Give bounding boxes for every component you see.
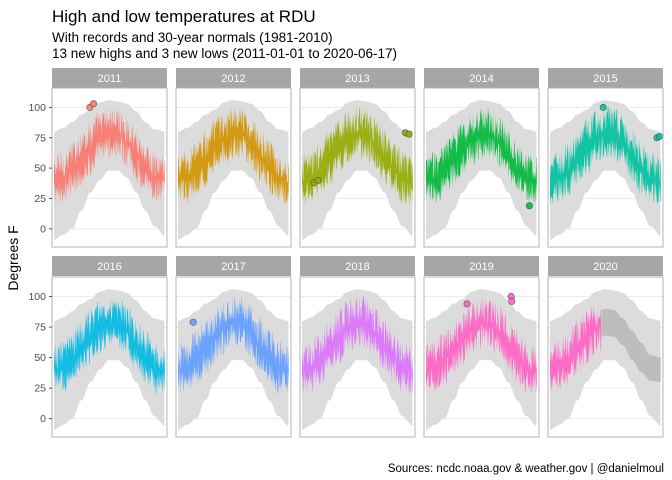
daily-temperature-ribbon — [178, 106, 289, 206]
record-point — [189, 318, 197, 326]
record-point — [90, 100, 98, 108]
y-tick-label: 25 — [34, 193, 46, 205]
facet-panel-2015: 2015 — [547, 68, 664, 248]
daily-temperature-ribbon — [550, 303, 602, 394]
y-tick-label: 75 — [34, 132, 46, 144]
facet-grid: 2011 0 25 50 75 100 2012 2013 2014 2015 2016 0 25 50 7… — [28, 68, 664, 438]
record-band — [54, 100, 165, 240]
facet-strip-2013 — [300, 68, 415, 88]
panel-border — [547, 276, 664, 438]
facet-strip-label-2020: 2020 — [593, 261, 617, 273]
facet-panel-2020: 2020 — [547, 256, 664, 438]
facet-strip-2011 — [52, 68, 167, 88]
facet-strip-label-2011: 2011 — [98, 73, 122, 85]
facet-strip-label-2013: 2013 — [345, 73, 369, 85]
record-point — [599, 103, 607, 111]
daily-temperature-ribbon — [426, 106, 537, 206]
panel-border — [175, 87, 292, 248]
panel-border — [51, 276, 168, 438]
record-band — [178, 289, 289, 430]
facet-strip-2019 — [424, 256, 539, 276]
daily-temperature-ribbon — [302, 106, 413, 206]
record-band — [54, 289, 165, 430]
panel-border — [175, 276, 292, 438]
facet-panel-2016: 2016 0 25 50 75 100 — [28, 256, 168, 438]
daily-temperature-ribbon — [550, 106, 661, 206]
record-point — [463, 300, 471, 308]
facet-strip-label-2017: 2017 — [221, 261, 245, 273]
daily-temperature-ribbon — [302, 295, 413, 395]
daily-temperature-ribbon — [54, 297, 165, 394]
panel-border — [423, 87, 540, 248]
facet-strip-2016 — [52, 256, 167, 276]
facet-strip-2014 — [424, 68, 539, 88]
daily-temperature-ribbon — [426, 295, 537, 395]
panel-border — [299, 87, 416, 248]
y-tick-label: 0 — [40, 223, 46, 235]
panel-border — [547, 87, 664, 248]
facet-panel-2013: 2013 — [299, 68, 416, 248]
y-tick-label: 100 — [28, 291, 46, 303]
y-tick-label: 50 — [34, 163, 46, 175]
record-band — [426, 289, 537, 430]
y-tick-label: 50 — [34, 352, 46, 364]
facet-panel-2018: 2018 — [299, 256, 416, 438]
record-band — [302, 289, 413, 430]
record-point — [508, 297, 516, 305]
record-point — [655, 133, 663, 141]
facet-strip-label-2015: 2015 — [593, 73, 617, 85]
record-band — [550, 100, 661, 240]
daily-temperature-ribbon — [178, 294, 289, 394]
y-tick-label: 0 — [40, 413, 46, 425]
chart-subtitle-line-2: 13 new highs and 3 new lows (2011-01-01 … — [52, 46, 397, 61]
y-tick-label: 100 — [28, 102, 46, 114]
facet-panel-2017: 2017 — [175, 256, 292, 438]
y-axis-label: Degrees F — [5, 225, 21, 290]
facet-strip-2018 — [300, 256, 415, 276]
panel-border — [423, 276, 540, 438]
panel-border — [299, 276, 416, 438]
panel-border — [51, 87, 168, 248]
facet-strip-2020 — [548, 256, 663, 276]
facet-strip-2012 — [176, 68, 291, 88]
record-band — [550, 289, 661, 430]
facet-strip-2017 — [176, 256, 291, 276]
facet-strip-label-2012: 2012 — [221, 73, 245, 85]
normal-band — [601, 308, 661, 382]
y-tick-label: 25 — [34, 383, 46, 395]
record-point — [314, 176, 322, 184]
record-point — [405, 130, 413, 138]
facet-strip-label-2018: 2018 — [345, 261, 369, 273]
daily-temperature-ribbon — [54, 107, 165, 205]
chart-caption: Sources: ncdc.noaa.gov & weather.gov | @… — [388, 463, 664, 475]
facet-strip-label-2014: 2014 — [469, 73, 493, 85]
record-band — [178, 100, 289, 240]
facet-strip-label-2019: 2019 — [469, 261, 493, 273]
chart-title: High and low temperatures at RDU — [52, 7, 316, 26]
facet-strip-2015 — [548, 68, 663, 88]
facet-panel-2011: 2011 0 25 50 75 100 — [28, 68, 168, 248]
facet-panel-2014: 2014 — [423, 68, 540, 248]
facet-panel-2012: 2012 — [175, 68, 292, 248]
record-point — [525, 202, 533, 210]
chart-subtitle-line-1: With records and 30-year normals (1981-2… — [52, 30, 333, 45]
facet-strip-label-2016: 2016 — [97, 261, 121, 273]
y-tick-label: 75 — [34, 322, 46, 334]
facet-panel-2019: 2019 — [423, 256, 540, 438]
